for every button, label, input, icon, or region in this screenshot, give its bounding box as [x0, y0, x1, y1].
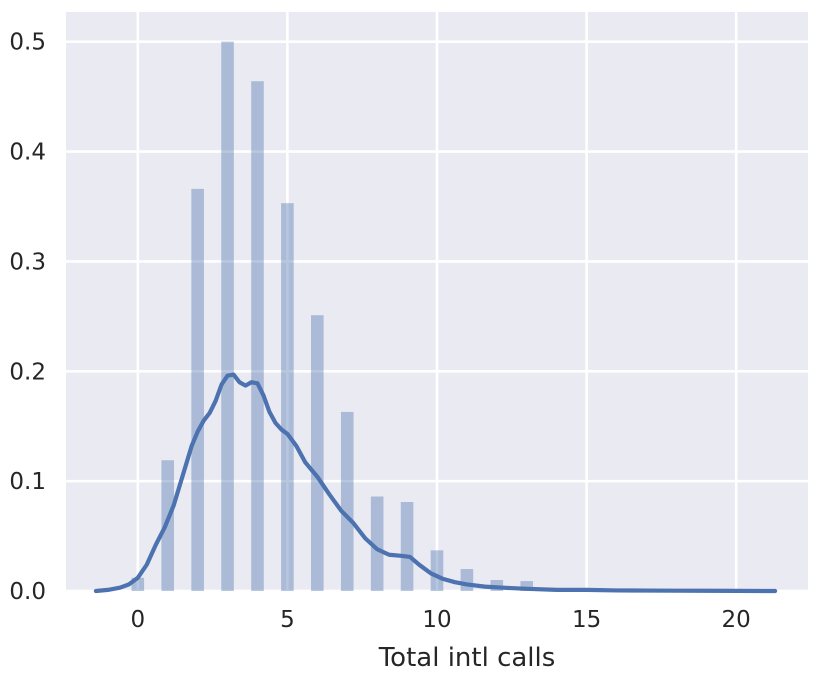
histogram-bar	[340, 411, 354, 591]
grid-lines	[66, 12, 808, 593]
histogram-bar	[460, 569, 474, 591]
y-tick-label: 0.1	[9, 469, 46, 495]
y-tick-labels: 0.0 0.1 0.2 0.3 0.4 0.5	[9, 30, 46, 605]
y-tick-label: 0.2	[9, 359, 46, 385]
y-tick-label: 0.0	[9, 579, 46, 605]
histogram-bar	[161, 460, 175, 591]
x-axis-label: Total intl calls	[378, 643, 556, 673]
histogram-bar	[520, 581, 534, 591]
y-tick-label: 0.4	[9, 140, 46, 166]
histogram-bar	[221, 41, 234, 592]
kde-line	[93, 372, 778, 594]
histogram-bar	[430, 550, 444, 591]
histogram-bars	[131, 41, 593, 592]
histogram-bar	[370, 496, 384, 591]
x-tick-label: 0	[130, 607, 145, 633]
y-tick-label: 0.3	[9, 249, 46, 275]
histogram-bar	[311, 315, 324, 591]
x-tick-labels: 0 5 10 15 20	[130, 607, 750, 633]
x-tick-label: 10	[422, 607, 451, 633]
histogram-bar	[251, 81, 264, 592]
y-tick-label: 0.5	[9, 30, 46, 56]
histogram-bar	[191, 188, 204, 591]
x-tick-label: 15	[572, 607, 601, 633]
x-tick-label: 20	[722, 607, 751, 633]
histogram-bar	[281, 203, 294, 591]
histogram-bar	[400, 502, 414, 591]
x-tick-label: 5	[280, 607, 295, 633]
